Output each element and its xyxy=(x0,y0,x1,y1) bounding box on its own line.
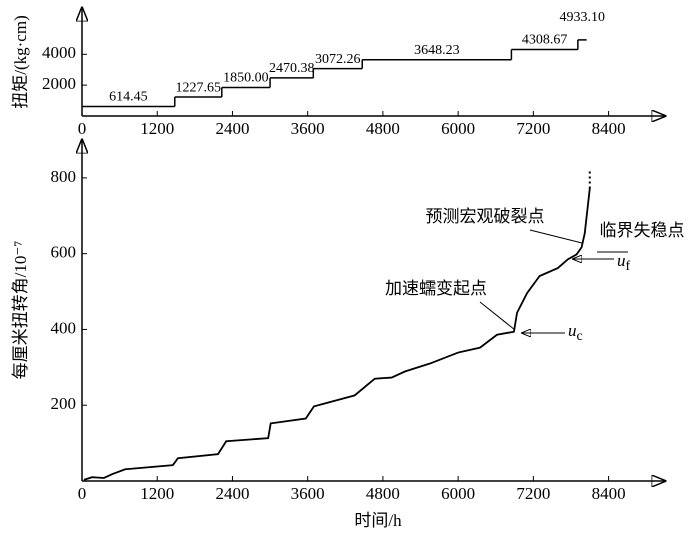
data-label: 4933.10 xyxy=(560,10,606,25)
data-label: 614.45 xyxy=(109,90,148,105)
line xyxy=(83,188,591,481)
x-tick-label: 4800 xyxy=(366,484,400,503)
data-label: 1227.65 xyxy=(176,80,222,95)
x-tick-label: 4800 xyxy=(366,119,400,138)
x-tick-label: 0 xyxy=(78,484,87,503)
x-tick-label: 1200 xyxy=(140,119,174,138)
x-tick-label: 2400 xyxy=(215,484,249,503)
x-axis-label: 时间/h xyxy=(354,511,402,530)
y-tick-label: 2000 xyxy=(42,74,76,93)
annotation-line xyxy=(529,229,583,244)
data-label: 3648.23 xyxy=(414,43,460,58)
data-label: 2470.38 xyxy=(269,61,315,76)
annotation-text: u xyxy=(617,251,626,270)
annotation-subscript: c xyxy=(577,329,583,344)
x-tick-label: 1200 xyxy=(140,484,174,503)
data-label: 3072.26 xyxy=(315,52,361,67)
annotation: uc xyxy=(568,321,583,344)
x-tick-label: 8400 xyxy=(592,484,626,503)
y-tick-label: 400 xyxy=(51,318,77,337)
y-tick-label: 4000 xyxy=(42,43,76,62)
x-tick-label: 7200 xyxy=(516,119,550,138)
y-tick-label: 600 xyxy=(51,243,77,262)
annotation-line xyxy=(479,301,516,331)
x-tick-label: 6000 xyxy=(441,119,475,138)
data-label: 1850.00 xyxy=(223,71,269,86)
data-label: 4308.67 xyxy=(522,33,568,48)
x-tick-label: 8400 xyxy=(592,119,626,138)
y-tick-label: 200 xyxy=(51,394,77,413)
annotation: 临界失稳点 xyxy=(600,221,685,240)
annotation: uf xyxy=(617,251,631,274)
annotation-text: u xyxy=(568,321,577,340)
x-tick-label: 2400 xyxy=(215,119,249,138)
annotation-subscript: f xyxy=(626,259,631,274)
x-tick-label: 3600 xyxy=(291,484,325,503)
y-axis-label: 扭矩/(kg·cm) xyxy=(11,15,30,108)
y-tick-label: 800 xyxy=(51,167,77,186)
y-axis-label: 每厘米扭转角/10⁻⁷ xyxy=(11,241,30,380)
x-tick-label: 6000 xyxy=(441,484,475,503)
annotation: 预测宏观破裂点 xyxy=(426,207,545,226)
x-tick-label: 3600 xyxy=(291,119,325,138)
annotation: 加速蠕变起点 xyxy=(385,279,487,298)
x-tick-label: 7200 xyxy=(516,484,550,503)
x-tick-label: 0 xyxy=(78,119,87,138)
